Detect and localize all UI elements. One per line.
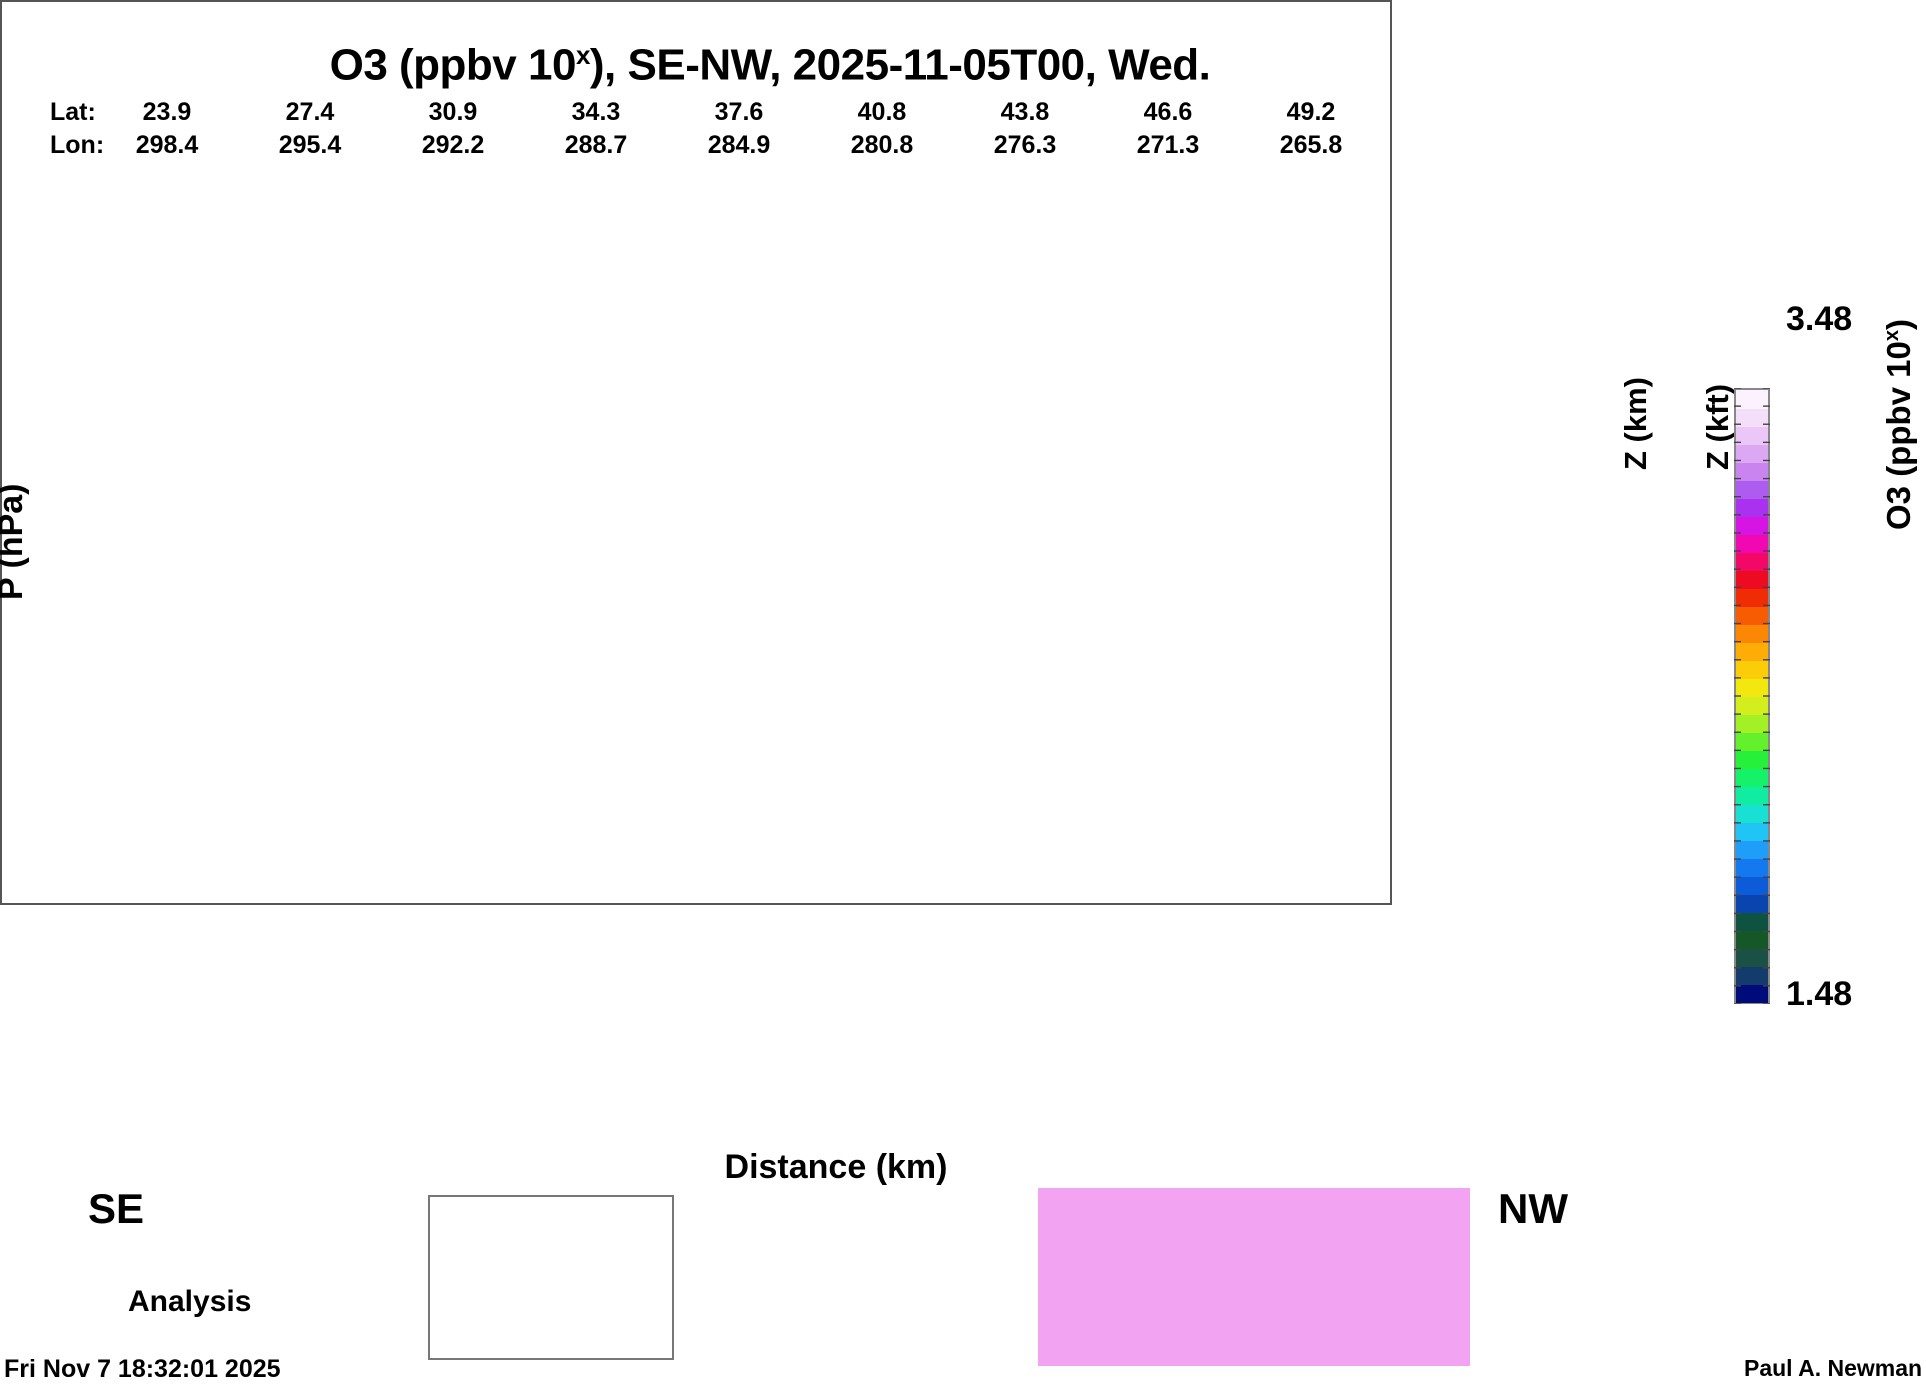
z-kft-axis-title: Z (kft) [1700,383,1735,470]
colorbar-band [1736,426,1768,445]
colorbar-band [1736,642,1768,661]
longitude-value: 271.3 [1136,131,1200,159]
latitude-value: 30.9 [428,98,478,126]
colorbar-max-label: 3.48 [1786,300,1853,338]
inset-location-map[interactable] [428,1195,674,1360]
colorbar-band [1736,390,1768,409]
colorbar-band [1736,768,1768,787]
page-title: O3 (ppbv 10x), SE-NW, 2025-11-05T00, Wed… [0,40,1540,91]
colorbar-band [1736,534,1768,553]
analysis-label: Analysis [128,1285,252,1318]
colorbar-band [1736,948,1768,967]
colorbar-band [1736,858,1768,877]
colorbar-band [1736,804,1768,823]
credit-text: Paul A. Newman (NASA [1744,1355,1926,1381]
colorbar-band [1736,930,1768,949]
longitude-value: 265.8 [1279,131,1343,159]
latitude-label: Lat: [50,98,96,126]
latitude-value: 46.6 [1143,98,1193,126]
colorbar-band [1736,696,1768,715]
cross-section-plot[interactable] [0,0,1392,905]
colorbar-band [1736,660,1768,679]
latitude-value: 40.8 [857,98,907,126]
se-direction-label: SE [88,1185,145,1232]
colorbar-band [1736,912,1768,931]
colorbar-band [1736,750,1768,769]
plot-canvas [0,0,1388,901]
longitude-value: 288.7 [564,131,628,159]
latitude-value: 37.6 [714,98,764,126]
latitude-row: Lat: 23.9 27.4 30.9 34.3 37.6 40.8 43.8 46.6 49.… [50,98,1335,128]
page-title-post: ), SE-NW, 2025-11-05T00, Wed. [589,40,1211,90]
longitude-value: 298.4 [135,131,199,159]
latitude-value: 27.4 [285,98,335,126]
colorbar-band [1736,480,1768,499]
colorbar-band [1736,714,1768,733]
colorbar-band [1736,462,1768,481]
colorbar-title: O3 (ppbv 10x) [1880,318,1917,530]
colorbar-band [1736,984,1768,1003]
colorbar-band [1736,588,1768,607]
colorbar-band [1736,822,1768,841]
latitude-value: 23.9 [142,98,192,126]
colorbar-ticks [1734,388,1770,1004]
longitude-row: Lon: 298.4 295.4 292.2 288.7 284.9 280.8 276.3… [50,131,1342,161]
colorbar-band [1736,624,1768,643]
colorbar-band [1736,786,1768,805]
colorbar-band [1736,570,1768,589]
latitude-value: 49.2 [1286,98,1336,126]
longitude-value: 292.2 [421,131,485,159]
y-axis-title: P (hPa) [0,483,30,600]
colorbar-band [1736,516,1768,535]
colorbar-band [1736,966,1768,985]
longitude-value: 276.3 [993,131,1057,159]
colorbar-band [1736,498,1768,517]
colorbar-band [1736,876,1768,895]
latitude-value: 34.3 [571,98,621,126]
inset-map-canvas [430,1197,672,1358]
x-axis-title: Distance (km) [724,1148,948,1186]
colorbar-min-label: 1.48 [1786,975,1853,1013]
longitude-value: 284.9 [707,131,771,159]
colorbar-band [1736,606,1768,625]
legend-box [1038,1188,1470,1366]
longitude-label: Lon: [50,131,105,159]
longitude-value: 280.8 [850,131,914,159]
nw-direction-label: NW [1498,1185,1568,1232]
page-title-sup: x [575,40,590,70]
z-km-axis-title: Z (km) [1618,377,1653,470]
colorbar-band [1736,732,1768,751]
colorbar-band [1736,894,1768,913]
colorbar-band [1736,408,1768,427]
colorbar-band [1736,678,1768,697]
colorbar-band [1736,552,1768,571]
timestamp: Fri Nov 7 18:32:01 2025 [4,1355,281,1383]
colorbar-band [1736,840,1768,859]
longitude-value: 295.4 [278,131,342,159]
latitude-value: 43.8 [1000,98,1050,126]
colorbar-band [1736,444,1768,463]
page-title-pre: O3 (ppbv 10 [329,40,577,90]
